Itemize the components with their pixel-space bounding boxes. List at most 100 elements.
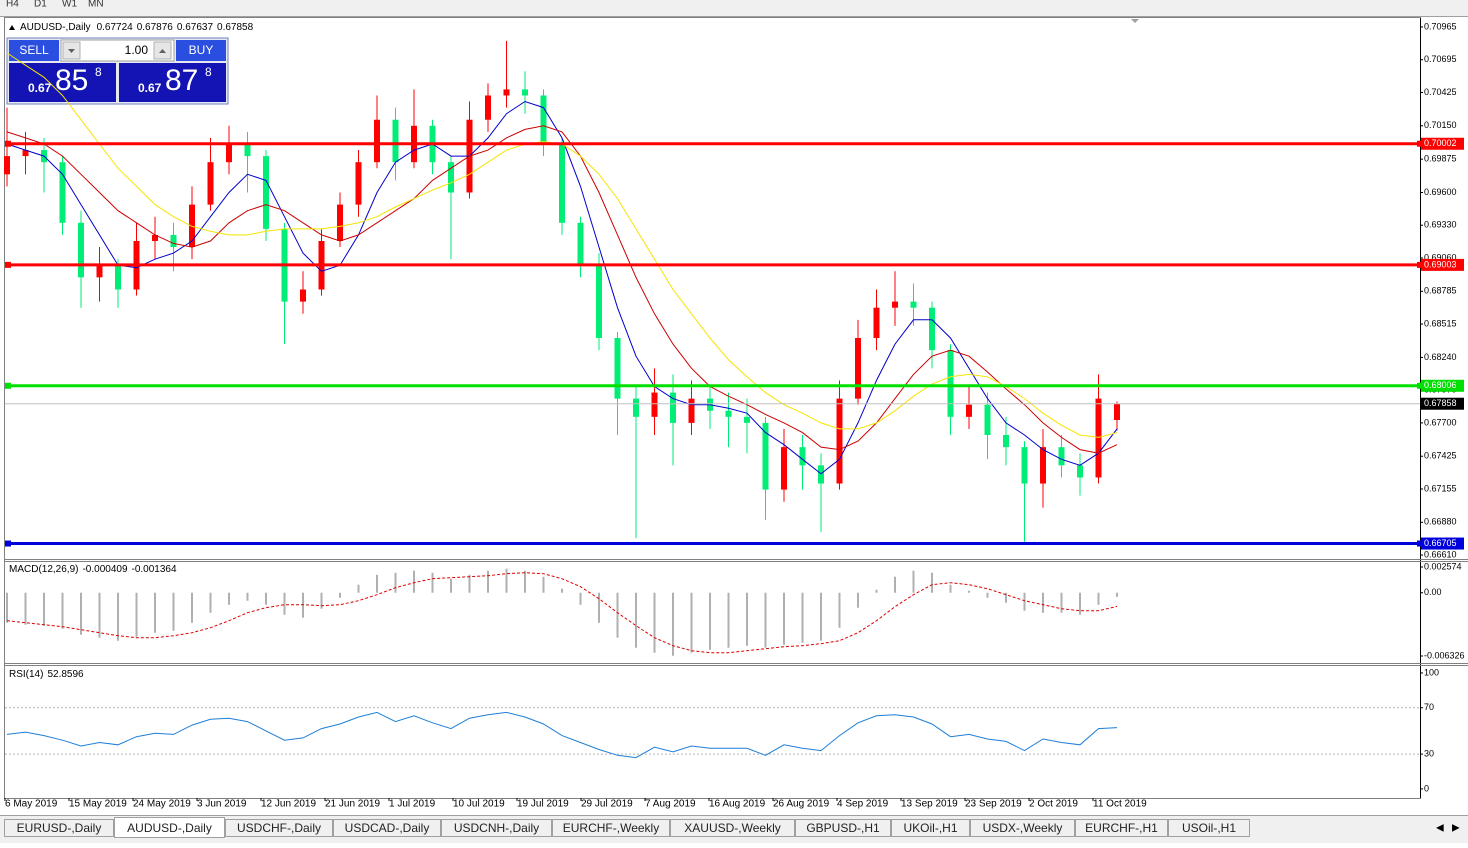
y-tick-label: -0.006326 xyxy=(1424,650,1465,660)
timeframe-button[interactable]: MN xyxy=(88,0,104,10)
y-tick-label: 0 xyxy=(1424,783,1429,793)
macd-histogram-bar xyxy=(672,592,674,656)
tab[interactable] xyxy=(1075,819,1168,837)
timeframe-button[interactable]: W1 xyxy=(62,0,77,10)
macd-histogram-bar xyxy=(1023,592,1026,611)
level-anchor xyxy=(1417,540,1423,547)
tab-scroll-left[interactable]: ◀ xyxy=(1436,823,1444,834)
tab-active[interactable] xyxy=(114,817,225,838)
tab-label: USDX-,Weekly xyxy=(983,821,1063,835)
tab[interactable] xyxy=(795,819,891,837)
macd-histogram-bar xyxy=(598,592,600,623)
level-anchor xyxy=(1417,261,1423,268)
tab-label: USDCNH-,Daily xyxy=(454,821,539,835)
sell-price-sup: 8 xyxy=(95,65,102,79)
candle-body xyxy=(1114,403,1120,420)
x-tick-label: 11 Oct 2019 xyxy=(1093,799,1147,810)
y-tick-label: 0.68785 xyxy=(1424,286,1457,296)
sell-button[interactable] xyxy=(9,40,59,61)
y-tick-label: 0.67700 xyxy=(1424,417,1457,427)
candle-body xyxy=(115,265,121,290)
macd-histogram-bar xyxy=(875,589,878,593)
candle-body xyxy=(799,447,806,466)
macd-histogram-bar xyxy=(61,592,64,629)
x-tick-label: 10 Jul 2019 xyxy=(453,799,505,810)
timeframe-button[interactable]: H4 xyxy=(6,0,19,10)
macd-histogram-bar xyxy=(1005,592,1007,603)
x-tick-label: 26 Aug 2019 xyxy=(773,799,830,810)
candle-body xyxy=(614,338,621,399)
candle-body xyxy=(947,350,954,417)
tab-label: EURUSD-,Daily xyxy=(17,821,102,835)
tab[interactable] xyxy=(670,819,795,837)
y-tick-label: 30 xyxy=(1424,748,1434,758)
macd-histogram-bar xyxy=(394,572,397,593)
candle-body xyxy=(577,222,584,266)
timeframe-button[interactable]: D1 xyxy=(34,0,47,10)
indicator-title: RSI(14) 52.8596 xyxy=(9,669,84,680)
tab[interactable] xyxy=(225,819,333,837)
candle-body xyxy=(522,89,528,96)
tab[interactable] xyxy=(333,819,441,837)
lot-value[interactable]: 1.00 xyxy=(125,43,149,57)
x-tick-label: 3 Jun 2019 xyxy=(197,799,247,810)
indicator-name: RSI(14) xyxy=(9,669,43,680)
candle-body xyxy=(855,338,861,399)
y-tick-label: 0.00 xyxy=(1424,587,1442,597)
buy-price-box[interactable] xyxy=(119,63,226,102)
level-label: 0.69003 xyxy=(1424,259,1457,269)
macd-histogram-bar xyxy=(838,592,841,628)
macd-histogram-bar xyxy=(968,590,970,593)
level-label: 0.68006 xyxy=(1424,380,1457,390)
macd-histogram-bar xyxy=(986,592,989,598)
macd-histogram-bar xyxy=(524,570,526,593)
x-tick-label: 7 Aug 2019 xyxy=(645,799,696,810)
macd-histogram-bar xyxy=(653,592,656,653)
macd-histogram-bar xyxy=(246,592,249,601)
candle-body xyxy=(1003,435,1009,448)
candle-body xyxy=(910,301,917,308)
macd-histogram-bar xyxy=(561,588,563,593)
toolbar xyxy=(0,0,1468,16)
macd-histogram-bar xyxy=(1116,592,1118,597)
x-tick-label: 21 Jun 2019 xyxy=(325,799,380,810)
candle-body xyxy=(688,398,695,423)
tab[interactable] xyxy=(970,819,1075,837)
tab-label: XAUUSD-,Weekly xyxy=(684,821,780,835)
candle-body xyxy=(725,410,732,417)
shift-marker xyxy=(1131,19,1139,23)
candle-body xyxy=(503,89,510,96)
tab[interactable] xyxy=(552,819,670,837)
candle-body xyxy=(596,265,602,339)
macd-histogram-bar xyxy=(542,576,545,593)
tab-label: UKOil-,H1 xyxy=(903,821,957,835)
buy-button[interactable] xyxy=(176,40,226,61)
macd-histogram-bar xyxy=(283,592,286,615)
tab[interactable] xyxy=(1168,819,1250,837)
tab-scroll-right[interactable]: ▶ xyxy=(1452,823,1460,834)
candle-body xyxy=(170,234,177,248)
tab[interactable] xyxy=(441,819,552,837)
macd-histogram-bar xyxy=(98,592,101,638)
y-tick-label: 0.002574 xyxy=(1424,561,1462,571)
macd-histogram-bar xyxy=(931,572,933,593)
lot-input[interactable] xyxy=(60,39,175,62)
indicator-readout: -0.001364 xyxy=(132,564,177,575)
candle-body xyxy=(559,143,565,223)
x-tick-label: 6 May 2019 xyxy=(5,799,58,810)
macd-histogram-bar xyxy=(1097,592,1100,605)
candle-body xyxy=(59,162,66,223)
chart-header: AUDUSD-,Daily 0.67724 0.67876 0.67637 0.6785… xyxy=(20,22,254,33)
macd-histogram-bar xyxy=(6,592,8,623)
macd-histogram-bar xyxy=(376,574,378,593)
y-tick-label: 0.68515 xyxy=(1424,318,1457,328)
buy-price-prefix: 0.67 xyxy=(138,81,162,95)
ohlc-readout: 0.67858 xyxy=(217,22,254,33)
level-label: 0.70002 xyxy=(1424,138,1457,148)
tab[interactable] xyxy=(891,819,970,837)
macd-histogram-bar xyxy=(727,592,730,648)
macd-histogram-bar xyxy=(80,592,82,635)
tab[interactable] xyxy=(4,819,114,837)
x-tick-label: 15 May 2019 xyxy=(69,799,127,810)
